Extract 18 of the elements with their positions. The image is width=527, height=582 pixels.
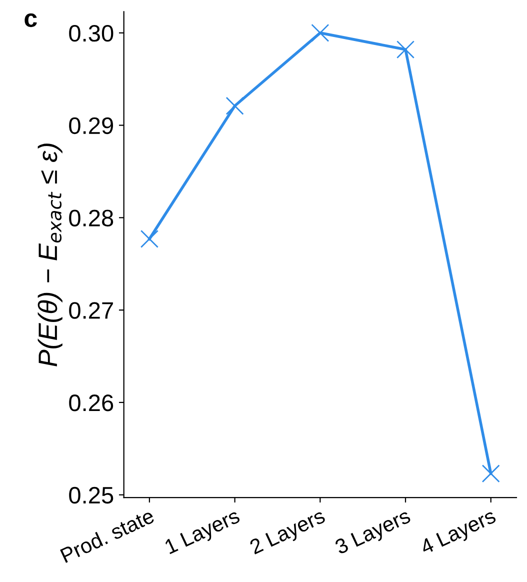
y-tick-label: 0.27 [69,302,113,319]
point [140,230,158,248]
y-tick-label: 0.30 [69,24,114,42]
point [311,24,330,42]
point [396,40,415,59]
y-tick-label: 0.26 [69,394,114,412]
y-tick-label: 0.25 [69,486,114,504]
x-tick-label: Prod. state [60,508,156,564]
x-tick-label: 2 Layers [248,508,328,558]
y-tick-label: 0.29 [69,117,114,134]
x-tick-label: 3 Layers [334,508,414,558]
text: c [24,13,37,28]
x-tick-label: 4 Layers [419,508,498,558]
y-axis-title: P(E(θ) − E$_{exact}$ ≤ ε) [38,144,62,366]
x-tick-label: 1 Layers [164,508,242,558]
point [226,96,244,115]
point [482,464,500,483]
y-tick-label: 0.28 [69,210,114,226]
